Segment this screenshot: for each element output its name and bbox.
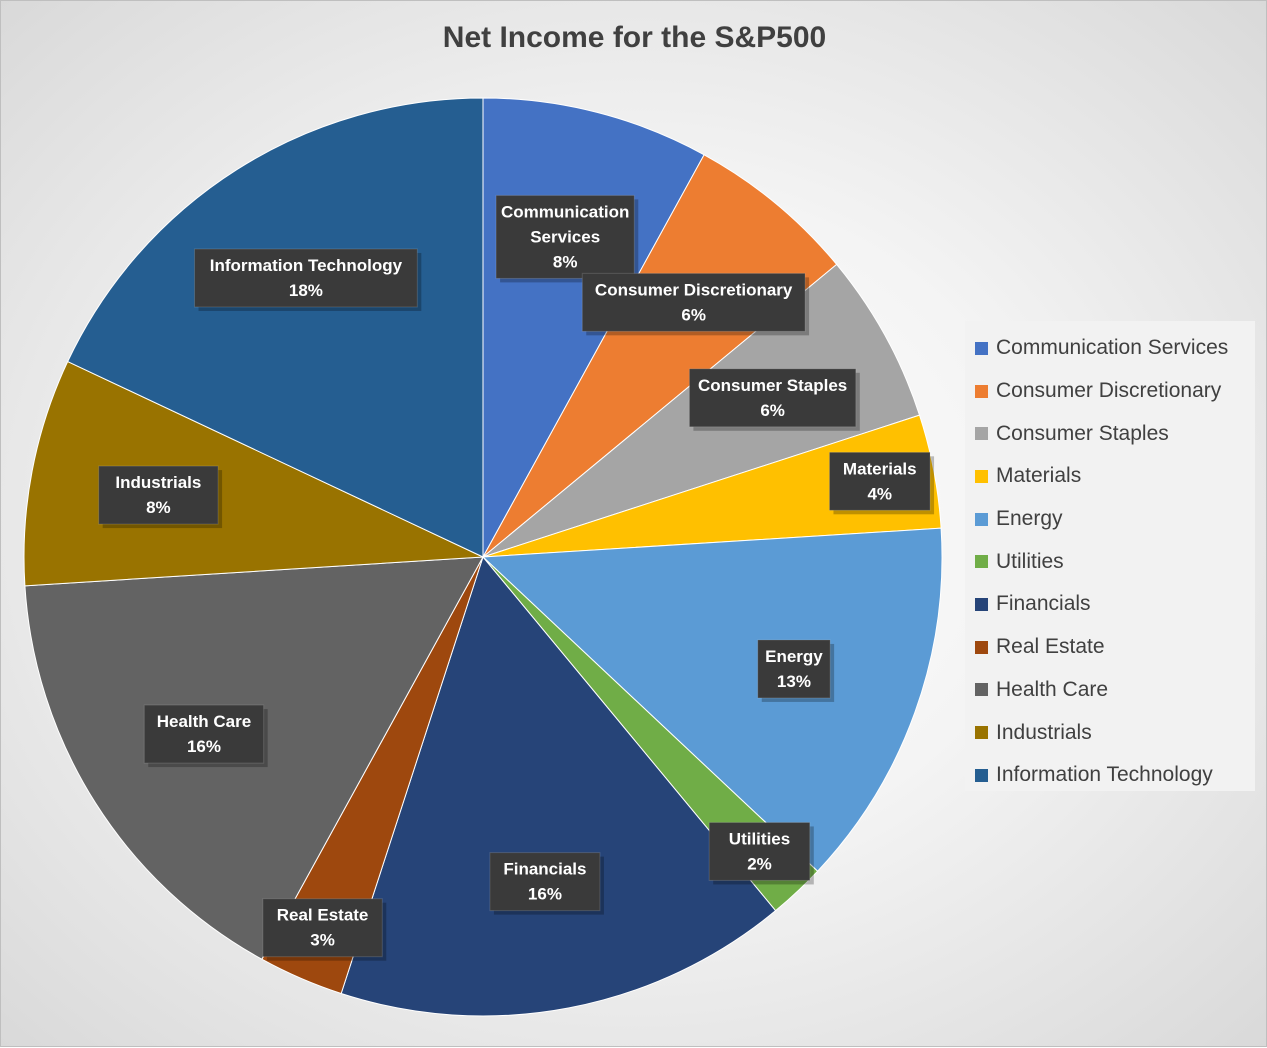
legend-swatch [975,469,988,483]
data-label-box [194,248,418,308]
pie-slice-information-technology [67,97,484,558]
data-label-box [143,704,265,764]
data-label-box [495,194,635,279]
legend-item: Communication Services [975,327,1245,370]
legend-label: Communication Services [996,336,1229,360]
legend-item: Consumer Staples [975,412,1245,455]
data-label-industrials: Industrials 8% [98,465,223,529]
data-label-category: Services [530,227,600,246]
data-label-financials: Financials 16% [489,852,604,915]
legend-swatch [975,726,988,740]
pie-slice-financials [340,555,777,1017]
data-label-category: Industrials [115,473,201,492]
legend-item: Information Technology [975,754,1245,797]
legend-label: Materials [996,464,1082,488]
legend-item: Materials [975,455,1245,498]
data-label-box [708,821,811,881]
data-label-communication-services: Communication Services 8% [495,194,639,283]
legend-item: Health Care [975,669,1245,712]
chart-legend: Communication Services Consumer Discretio… [965,321,1255,791]
data-label-box [581,272,806,332]
legend-swatch [975,640,988,654]
legend-label: Industrials [996,720,1092,744]
data-label-utilities: Utilities 2% [708,821,814,885]
legend-item: Real Estate [975,626,1245,669]
legend-swatch [975,555,988,569]
data-label-box [828,451,931,511]
data-label-box [489,852,601,912]
data-label-box [757,639,831,699]
data-label-category: Utilities [729,829,790,848]
legend-item: Utilities [975,540,1245,583]
pie-slice-consumer-discretionary [482,154,838,558]
legend-item: Industrials [975,711,1245,754]
legend-swatch [975,683,988,697]
legend-label: Consumer Staples [996,421,1169,445]
data-label-consumer-discretionary: Consumer Discretionary 6% [581,272,810,336]
data-label-category: Financials [503,860,586,879]
data-label-category: Real Estate [277,906,369,925]
data-label-information-technology: Information Technology 18% [194,248,422,311]
legend-item: Energy [975,498,1245,541]
data-label-materials: Materials 4% [828,451,935,515]
data-label-percent: 8% [553,252,578,271]
data-label-percent: 16% [528,885,562,904]
legend-label: Utilities [996,549,1064,573]
legend-label: Consumer Discretionary [996,379,1222,403]
data-label-percent: 8% [146,498,171,517]
data-label-percent: 4% [867,484,892,503]
pie-slice-industrials [23,360,484,587]
legend-swatch [975,512,988,526]
legend-swatch [975,597,988,611]
data-label-category: Information Technology [210,256,403,275]
legend-swatch [975,427,988,441]
legend-item: Financials [975,583,1245,626]
data-label-energy: Energy 13% [757,639,835,702]
legend-swatch [975,341,988,355]
data-label-percent: 18% [289,281,323,300]
data-label-category: Energy [765,647,823,666]
legend-swatch [975,384,988,398]
data-label-health-care: Health Care 16% [143,704,268,768]
data-label-percent: 6% [760,401,785,420]
legend-swatch [975,768,988,782]
data-label-category: Communication [501,202,629,221]
data-label-category: Consumer Staples [698,376,847,395]
legend-label: Financials [996,592,1091,616]
data-label-consumer-staples: Consumer Staples 6% [688,368,860,431]
chart-title: Net Income for the S&P500 [442,21,827,54]
data-label-box [262,898,383,958]
data-label-category: Health Care [157,712,251,731]
legend-label: Energy [996,507,1063,531]
data-label-percent: 13% [777,672,811,691]
legend-label: Real Estate [996,635,1105,659]
data-label-box [688,368,857,428]
data-label-percent: 2% [747,854,772,873]
data-label-real-estate: Real Estate 3% [262,898,387,961]
data-label-percent: 6% [681,305,706,324]
data-label-category: Consumer Discretionary [595,280,793,299]
legend-label: Health Care [996,677,1109,701]
data-label-category: Materials [843,459,917,478]
data-label-box [98,465,219,525]
legend-label: Information Technology [996,763,1213,787]
data-label-percent: 3% [310,931,335,950]
data-label-percent: 16% [187,737,221,756]
legend-item: Consumer Discretionary [975,370,1245,413]
pie-slice-energy [481,527,943,872]
